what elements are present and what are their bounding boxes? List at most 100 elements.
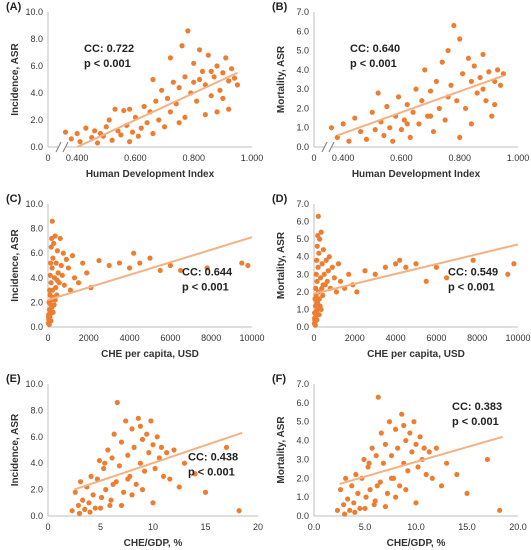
data-point — [159, 87, 165, 93]
data-point — [320, 247, 326, 253]
data-point — [88, 473, 94, 479]
data-point — [214, 109, 220, 115]
data-point — [167, 262, 173, 269]
data-point — [231, 75, 238, 81]
data-point — [474, 90, 480, 96]
data-point — [158, 444, 164, 450]
data-point — [448, 82, 454, 88]
data-point — [92, 505, 98, 511]
data-point — [324, 278, 330, 284]
data-point — [112, 106, 118, 112]
data-point — [220, 70, 226, 76]
data-point — [372, 271, 378, 277]
data-point — [107, 502, 113, 509]
data-point — [47, 272, 53, 278]
chart-panel: (A) 0.0 2.0 4.0 6.0 8.0 10.0 0 0.400 0.600 0.800 1.… — [6, 1, 263, 180]
x-tick-label: 0 — [45, 153, 50, 163]
data-point — [401, 117, 407, 123]
data-point — [77, 479, 84, 485]
data-point — [326, 254, 332, 260]
data-point — [345, 496, 351, 502]
y-tick-label: 0.0 — [296, 511, 309, 521]
data-point — [413, 441, 419, 447]
data-point — [167, 109, 173, 115]
data-point — [377, 479, 383, 485]
data-point — [317, 236, 323, 242]
data-point — [103, 487, 109, 493]
panel-label: (F) — [272, 373, 286, 385]
data-point — [109, 455, 115, 461]
data-point — [141, 103, 147, 110]
data-point — [511, 261, 517, 267]
data-point — [157, 267, 163, 274]
data-point — [407, 430, 413, 436]
data-point — [315, 213, 321, 219]
data-point — [480, 86, 486, 92]
panel-label: (A) — [6, 1, 22, 13]
data-point — [395, 94, 402, 100]
data-point — [378, 430, 384, 436]
data-point — [137, 260, 143, 266]
data-point — [342, 511, 348, 517]
data-point — [50, 309, 56, 315]
data-point — [80, 497, 86, 503]
data-point — [352, 115, 358, 121]
data-point — [68, 136, 74, 142]
y-axis-title: Incidence, ASR — [10, 229, 21, 302]
data-point — [388, 453, 395, 459]
stat-annotation: p < 0.001 — [452, 416, 499, 428]
chart-panel: (B) 0.0 1.0 2.0 3.0 4.0 5.0 6.0 7.0 0 0.400 0.600 0.… — [272, 1, 529, 180]
x-tick-label: 1.000 — [241, 153, 264, 163]
data-point — [312, 315, 318, 321]
data-point — [329, 264, 335, 270]
data-point — [131, 444, 137, 450]
data-point — [372, 498, 378, 504]
data-point — [375, 90, 381, 96]
data-point — [67, 287, 74, 293]
data-point — [220, 95, 226, 101]
x-tick-label: 5.0 — [359, 522, 372, 532]
trend-line — [76, 71, 238, 148]
stat-annotation: p < 0.001 — [182, 281, 229, 293]
data-point — [401, 422, 407, 429]
data-point — [80, 260, 86, 266]
panel-label: (B) — [272, 1, 288, 13]
y-tick-label: 4.0 — [30, 458, 43, 468]
data-point — [118, 502, 125, 509]
data-point — [457, 36, 463, 42]
data-point — [87, 509, 93, 515]
data-point — [362, 268, 368, 274]
data-point — [334, 507, 341, 513]
data-point — [395, 445, 401, 451]
y-tick-label: 4.0 — [30, 273, 43, 283]
data-point — [176, 120, 182, 126]
y-tick-label: 10.0 — [25, 7, 43, 17]
data-point — [382, 441, 388, 447]
y-tick-label: 4.0 — [30, 88, 43, 98]
x-tick-label: 2000 — [79, 333, 99, 343]
data-point — [125, 452, 131, 458]
data-point — [388, 475, 395, 481]
data-point — [135, 415, 141, 421]
data-point — [492, 101, 498, 108]
chart-panel: (F) 0.0 1.0 2.0 3.0 4.0 5.0 6.0 7.0 0.0 5.0 10.0 15.… — [272, 373, 527, 549]
data-point — [427, 88, 434, 94]
data-point — [417, 434, 423, 440]
data-point — [483, 98, 489, 104]
y-tick-label: 8.0 — [30, 34, 43, 44]
data-point — [373, 453, 379, 459]
data-point — [419, 98, 425, 104]
data-point — [54, 277, 60, 283]
data-point — [123, 418, 129, 424]
y-tick-label: 0.0 — [296, 322, 309, 332]
data-point — [409, 449, 415, 455]
y-tick-label: 2.0 — [296, 473, 309, 483]
data-point — [171, 447, 177, 453]
data-point — [53, 260, 59, 266]
data-point — [208, 68, 214, 74]
data-point — [430, 128, 437, 135]
data-point — [139, 487, 146, 493]
data-point — [445, 47, 451, 54]
data-point — [71, 275, 78, 281]
